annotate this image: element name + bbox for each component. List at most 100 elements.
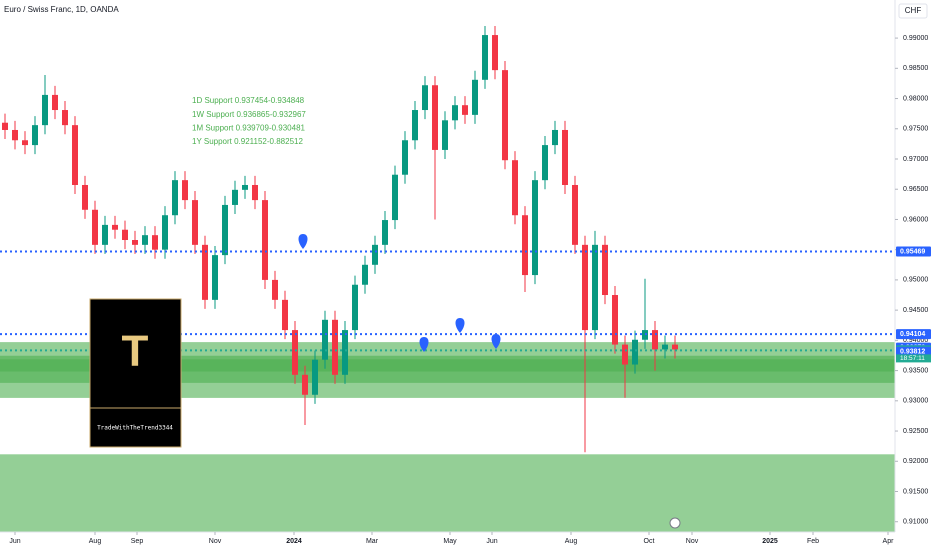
y-tick-label: 0.95000 — [903, 277, 928, 284]
candle-body — [22, 140, 28, 146]
candle-body — [492, 35, 498, 71]
candle-body — [42, 94, 48, 126]
currency[interactable]: CHF — [905, 6, 922, 15]
x-tick-label: Nov — [209, 538, 222, 545]
x-tick-label: Nov — [686, 538, 699, 545]
candle-body — [202, 244, 208, 300]
logo-letter: T — [122, 327, 149, 376]
y-tick-label: 0.92000 — [903, 458, 928, 465]
countdown-tag — [896, 354, 931, 363]
candle-body — [52, 94, 58, 111]
level-tag-label: 0.94104 — [900, 331, 925, 338]
candle-body — [262, 200, 268, 280]
candle-body — [482, 35, 488, 80]
currency-box[interactable] — [898, 3, 928, 19]
candle-body — [182, 180, 188, 201]
level-tag — [896, 246, 931, 257]
candle-body — [312, 359, 318, 395]
candle-body — [162, 215, 168, 250]
candle-body — [102, 224, 108, 245]
logo-caption: TradeWithTheTrend3344 — [97, 425, 173, 432]
countdown: 18:57:11 — [900, 355, 925, 362]
event-marker[interactable] — [455, 318, 465, 333]
candle-body — [62, 110, 68, 126]
x-tick-label: Oct — [644, 538, 655, 545]
y-tick-label: 0.98500 — [903, 65, 928, 72]
support-label: 1D Support 0.937454-0.934848 — [192, 96, 305, 105]
candle-body — [152, 235, 158, 250]
y-tick-label: 0.93000 — [903, 398, 928, 405]
candle-body — [12, 129, 18, 141]
candles — [2, 25, 678, 453]
candle-body — [362, 264, 368, 285]
candle-body — [252, 184, 258, 201]
candle-body — [542, 145, 548, 181]
candle-body — [112, 224, 118, 230]
y-tick-label: 0.93500 — [903, 367, 928, 374]
support-label: 1M Support 0.939709-0.930481 — [192, 124, 306, 133]
candle-body — [452, 105, 458, 121]
candle-body — [582, 244, 588, 331]
y-tick-label: 0.94500 — [903, 307, 928, 314]
x-tick-label: Apr — [883, 538, 895, 545]
candle-body — [192, 200, 198, 245]
candle-body — [342, 330, 348, 375]
y-tick-label: 0.91500 — [903, 488, 928, 495]
x-tick-label: 2024 — [286, 538, 302, 545]
event-marker[interactable] — [419, 337, 429, 352]
y-tick-label: 0.98000 — [903, 95, 928, 102]
candle-body — [382, 220, 388, 245]
event-marker[interactable] — [298, 234, 308, 249]
candle-body — [622, 344, 628, 365]
y-tick-label: 0.96000 — [903, 216, 928, 223]
candle-body — [572, 184, 578, 245]
candle-body — [522, 215, 528, 276]
candle-body — [422, 85, 428, 111]
x-tick-label: Jun — [486, 538, 497, 545]
level-tag — [896, 329, 931, 340]
x-tick-label: Jun — [9, 538, 20, 545]
candle-body — [672, 344, 678, 350]
candle-body — [132, 240, 138, 245]
y-tick-label: 0.96500 — [903, 186, 928, 193]
candle-body — [32, 125, 38, 146]
candle-body — [322, 319, 328, 360]
candle-body — [372, 244, 378, 265]
candle-body — [662, 344, 668, 350]
chart-title: Euro / Swiss Franc, 1D, OANDA — [4, 5, 119, 14]
candle-body — [212, 255, 218, 300]
candle-body — [462, 105, 468, 115]
candle-body — [72, 125, 78, 185]
candle-body — [82, 184, 88, 210]
candle-body — [122, 229, 128, 241]
x-tick-label: Aug — [565, 538, 578, 545]
support-label: 1Y Support 0.921152-0.882512 — [192, 137, 303, 146]
y-tick-label: 0.92500 — [903, 428, 928, 435]
candle-body — [402, 140, 408, 175]
candle-body — [272, 279, 278, 300]
level-tag — [896, 346, 931, 357]
x-tick-label: Aug — [89, 538, 102, 545]
candle-body — [392, 174, 398, 221]
replay-icon[interactable] — [669, 517, 681, 529]
candle-body — [552, 129, 558, 146]
candle-body — [512, 160, 518, 216]
candle-body — [432, 85, 438, 150]
event-marker[interactable] — [491, 334, 501, 349]
candle-body — [172, 180, 178, 216]
candle-body — [332, 319, 338, 375]
candle-body — [92, 209, 98, 245]
x-tick-label: May — [443, 538, 457, 545]
candle-body — [612, 295, 618, 345]
candle-body — [602, 244, 608, 296]
y-tick-label: 0.97000 — [903, 156, 928, 163]
candle-body — [282, 299, 288, 331]
candle-body — [562, 129, 568, 185]
candle-body — [532, 180, 538, 276]
candle-body — [232, 189, 238, 205]
x-tick-label: Feb — [807, 538, 819, 545]
candle-body — [242, 184, 248, 190]
y-tick-label: 0.94000 — [903, 337, 928, 344]
candle-body — [302, 374, 308, 395]
